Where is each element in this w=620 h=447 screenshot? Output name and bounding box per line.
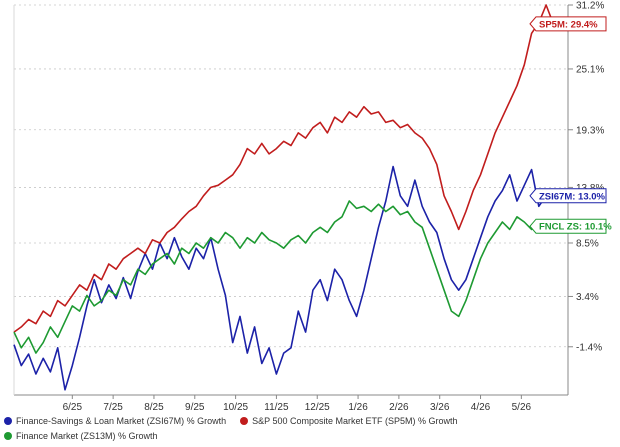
legend-item-finance-market: Finance Market (ZS13M) % Growth xyxy=(4,431,158,441)
y-tick-label: 25.1% xyxy=(576,64,604,75)
x-tick-label: 12/25 xyxy=(305,402,330,413)
x-tick-label: 4/26 xyxy=(471,402,491,413)
x-tick-label: 3/26 xyxy=(430,402,450,413)
legend-swatch-sp500 xyxy=(240,416,249,425)
legend-swatch-savings-loan xyxy=(4,416,12,425)
end-label-1: SP5M: 29.4% xyxy=(529,16,607,32)
x-tick-label: 6/25 xyxy=(63,402,83,413)
legend-item-sp500: S&P 500 Composite Market ETF (SP5M) % Gr… xyxy=(240,415,458,426)
x-tick-label: 2/26 xyxy=(389,402,409,413)
end-label-box xyxy=(529,218,607,234)
series-line-1 xyxy=(13,4,555,333)
series-layer xyxy=(13,4,555,391)
x-tick-label: 1/26 xyxy=(348,402,368,413)
end-label-text: FNCL ZS: 10.1% xyxy=(539,222,612,233)
legend-swatch-finance-market xyxy=(4,431,12,440)
y-tick-label: 3.4% xyxy=(576,292,599,303)
y-tick-label: 31.2% xyxy=(576,1,604,12)
end-label-box xyxy=(529,16,607,32)
legend-item-savings-loan: Finance-Savings & Loan Market (ZSI67M) %… xyxy=(4,416,226,426)
legend-row-2: Finance Market (ZS13M) % Growth xyxy=(4,428,616,443)
x-tick-label: 11/25 xyxy=(264,402,289,413)
legend: Finance-Savings & Loan Market (ZSI67M) %… xyxy=(4,413,616,443)
end-label-text: SP5M: 29.4% xyxy=(539,19,598,30)
y-tick-label: 8.5% xyxy=(576,238,599,249)
y-tick-label: 19.3% xyxy=(576,125,604,136)
legend-row-1: Finance-Savings & Loan Market (ZSI67M) %… xyxy=(4,413,616,428)
end-label-layer: ZSI67M: 13.0% SP5M: 29.4% FNCL ZS: 10.1% xyxy=(529,16,612,234)
series-line-2 xyxy=(13,200,554,354)
end-label-box xyxy=(529,188,607,204)
x-tick-label: 8/25 xyxy=(144,402,164,413)
x-tick-label: 9/25 xyxy=(185,402,205,413)
x-tick-label: 7/25 xyxy=(103,402,123,413)
end-label-0: ZSI67M: 13.0% xyxy=(529,188,607,204)
legend-label-savings-loan: Finance-Savings & Loan Market (ZSI67M) %… xyxy=(16,415,227,426)
x-tick-label: 5/26 xyxy=(512,402,532,413)
legend-label-sp500: S&P 500 Composite Market ETF (SP5M) % Gr… xyxy=(252,415,458,426)
end-label-2: FNCL ZS: 10.1% xyxy=(529,218,612,234)
x-tick-label: 10/25 xyxy=(223,402,248,413)
series-line-0 xyxy=(13,165,554,391)
grid-layer xyxy=(14,4,568,348)
axis-layer: 31.2%25.1%19.3%13.8%8.5%3.4%-1.4%6/257/2… xyxy=(13,1,604,413)
end-label-text: ZSI67M: 13.0% xyxy=(539,191,606,202)
y-tick-label: -1.4% xyxy=(576,342,602,353)
legend-label-finance-market: Finance Market (ZS13M) % Growth xyxy=(16,430,158,441)
